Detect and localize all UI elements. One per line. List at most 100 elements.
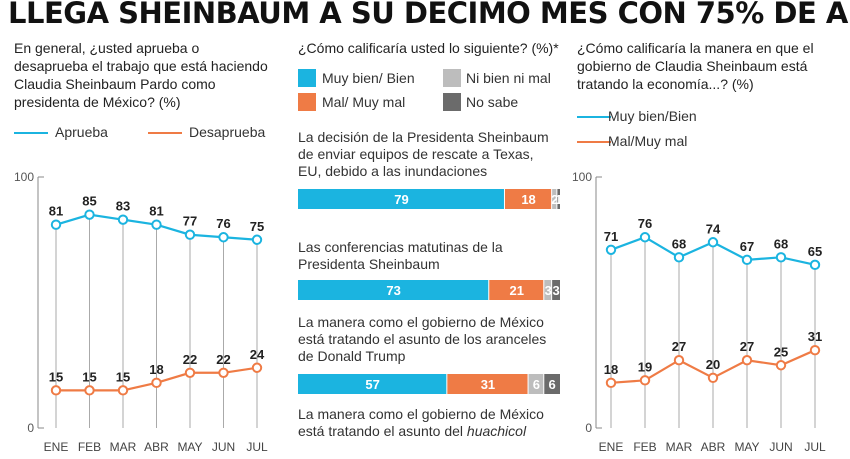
data-point bbox=[809, 344, 821, 356]
data-point bbox=[707, 237, 719, 248]
data-label: 18 bbox=[149, 362, 163, 377]
data-point bbox=[639, 232, 651, 243]
bar-separator bbox=[543, 374, 545, 394]
data-point bbox=[741, 355, 753, 366]
legend-swatch-muy-bien bbox=[298, 69, 316, 87]
bar-separator bbox=[551, 189, 553, 209]
data-point bbox=[151, 377, 162, 389]
data-label: 77 bbox=[183, 214, 197, 229]
bar-label-aranceles: La manera como el gobierno de México est… bbox=[298, 314, 547, 364]
data-point bbox=[639, 375, 651, 386]
bar-value-label: 6 bbox=[549, 377, 556, 392]
left-line-chart: 100 0 ENE FEB MAR ABR MAY JUN JUL 81 85 83 81 77 76 75 1… bbox=[14, 170, 268, 454]
bar-label-huachicol-text: La manera como el gobierno de México est… bbox=[298, 406, 544, 439]
bar-segment bbox=[298, 189, 505, 209]
bar-separator bbox=[527, 374, 530, 394]
bar-label-texas: La decisión de la Presidenta Sheinbaum d… bbox=[298, 129, 549, 179]
data-point bbox=[741, 254, 753, 266]
data-point bbox=[218, 232, 229, 243]
data-label: 74 bbox=[706, 221, 721, 236]
data-label: 18 bbox=[604, 362, 618, 377]
legend-swatch-no-sabe bbox=[443, 93, 461, 111]
legend-line-aprueba bbox=[14, 132, 48, 134]
data-label: 22 bbox=[216, 352, 230, 367]
data-label: 81 bbox=[149, 204, 163, 219]
data-label: 75 bbox=[250, 219, 264, 234]
legend-mal-right: Mal/Muy mal bbox=[608, 133, 688, 149]
data-label: 76 bbox=[638, 216, 652, 231]
bar-value-label: 21 bbox=[510, 283, 524, 298]
data-point bbox=[775, 252, 787, 263]
data-point bbox=[673, 355, 685, 366]
data-point bbox=[184, 229, 196, 240]
bar-separator bbox=[556, 189, 558, 209]
legend-aprueba: Aprueba bbox=[55, 124, 108, 140]
legend-mal: Mal/ Muy mal bbox=[322, 94, 406, 110]
data-point bbox=[84, 385, 95, 396]
x-tick-label: MAR bbox=[666, 440, 693, 454]
huachicol-italic: huachicol bbox=[466, 423, 527, 439]
right-line-chart: 100 0 ENE FEB MAR ABR MAY JUN JUL 71 76 68 74 67 68 65 1… bbox=[572, 170, 826, 454]
middle-question: ¿Cómo calificaría usted lo siguiente? (%… bbox=[298, 40, 559, 56]
legend-muy-bien-right: Muy bien/Bien bbox=[608, 108, 697, 124]
data-label: 24 bbox=[250, 347, 265, 362]
x-tick-label: FEB bbox=[78, 440, 101, 454]
bar-segment bbox=[489, 280, 545, 300]
data-label: 85 bbox=[82, 194, 96, 209]
data-point bbox=[50, 219, 62, 230]
data-point bbox=[605, 377, 617, 389]
bar-value-label: 3 bbox=[552, 283, 559, 298]
data-label: 68 bbox=[672, 236, 686, 251]
legend-muy-bien: Muy bien/ Bien bbox=[322, 70, 415, 86]
x-tick-label: MAY bbox=[734, 440, 759, 454]
data-label: 27 bbox=[740, 339, 754, 354]
data-point bbox=[605, 244, 617, 255]
legend-line-muy-bien-right bbox=[577, 116, 611, 118]
data-label: 25 bbox=[774, 344, 788, 359]
x-tick-label: ABR bbox=[701, 440, 726, 454]
data-label: 71 bbox=[604, 229, 618, 244]
bar-value-label: 1 bbox=[555, 192, 562, 207]
legend-no-sabe: No sabe bbox=[466, 94, 519, 110]
data-point bbox=[184, 367, 196, 378]
data-label: 81 bbox=[49, 204, 63, 219]
x-tick-label: ABR bbox=[144, 440, 169, 454]
bar-label-conferencias: Las conferencias matutinas de la Preside… bbox=[298, 239, 503, 272]
bar-segment bbox=[552, 189, 558, 209]
bar-value-label: 73 bbox=[386, 283, 400, 298]
legend-line-mal-right bbox=[577, 141, 611, 143]
y-tick-label-0: 0 bbox=[585, 421, 592, 435]
right-question: ¿Cómo calificaría la manera en que el go… bbox=[577, 40, 814, 92]
data-point bbox=[809, 259, 821, 271]
x-tick-label: JUL bbox=[804, 440, 826, 454]
bar-value-label: 18 bbox=[521, 192, 535, 207]
bar-separator bbox=[446, 374, 448, 394]
bar-segment bbox=[557, 189, 560, 209]
data-label: 27 bbox=[672, 339, 686, 354]
data-point bbox=[117, 385, 129, 396]
left-question: En general, ¿usted aprueba o desaprueba … bbox=[14, 40, 268, 110]
bar-segment bbox=[544, 374, 560, 394]
bar-segment bbox=[544, 280, 553, 300]
data-label: 15 bbox=[82, 369, 96, 384]
bar-value-label: 31 bbox=[481, 377, 495, 392]
data-label: 76 bbox=[216, 216, 230, 231]
bar-segment bbox=[552, 280, 560, 300]
legend-ni-bien: Ni bien ni mal bbox=[466, 70, 551, 86]
legend-swatch-ni-bien bbox=[443, 69, 461, 87]
data-label: 22 bbox=[183, 352, 197, 367]
data-label: 31 bbox=[808, 329, 822, 344]
bar-value-label: 79 bbox=[394, 192, 408, 207]
legend-desaprueba: Desaprueba bbox=[189, 124, 266, 140]
data-label: 65 bbox=[808, 244, 822, 259]
x-tick-label: FEB bbox=[633, 440, 656, 454]
data-point bbox=[251, 234, 263, 245]
bar-value-label: 57 bbox=[365, 377, 379, 392]
data-label: 83 bbox=[116, 199, 130, 214]
data-label: 67 bbox=[740, 239, 754, 254]
x-tick-label: JUN bbox=[212, 440, 235, 454]
bar-value-label: 6 bbox=[533, 377, 540, 392]
bar-segment bbox=[504, 189, 553, 209]
bar-separator bbox=[503, 189, 506, 209]
y-tick-label-0: 0 bbox=[27, 421, 34, 435]
